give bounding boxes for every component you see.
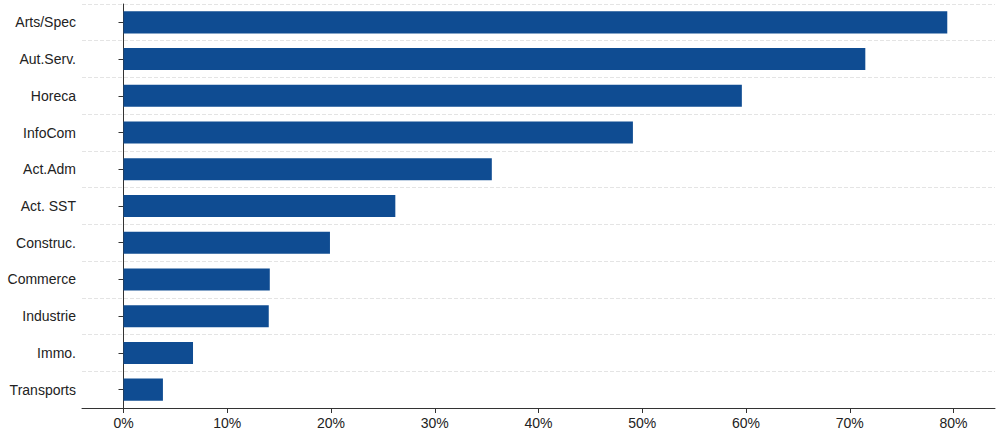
svg-text:Industrie: Industrie <box>22 308 76 324</box>
svg-text:Immo.: Immo. <box>37 345 76 361</box>
svg-text:Horeca: Horeca <box>31 88 76 104</box>
svg-text:Construc.: Construc. <box>16 235 76 251</box>
svg-text:Transports: Transports <box>10 382 76 398</box>
svg-text:Aut.Serv.: Aut.Serv. <box>19 51 76 67</box>
svg-text:Commerce: Commerce <box>8 271 77 287</box>
svg-text:Arts/Spec: Arts/Spec <box>15 14 76 30</box>
svg-text:70%: 70% <box>836 415 864 431</box>
svg-text:80%: 80% <box>939 415 967 431</box>
svg-text:40%: 40% <box>524 415 552 431</box>
svg-text:InfoCom: InfoCom <box>23 125 76 141</box>
svg-text:30%: 30% <box>421 415 449 431</box>
svg-text:0%: 0% <box>113 415 133 431</box>
svg-text:10%: 10% <box>213 415 241 431</box>
svg-text:60%: 60% <box>732 415 760 431</box>
svg-text:20%: 20% <box>317 415 345 431</box>
svg-text:Act.Adm: Act.Adm <box>23 161 76 177</box>
svg-text:Act. SST: Act. SST <box>21 198 77 214</box>
svg-text:50%: 50% <box>628 415 656 431</box>
